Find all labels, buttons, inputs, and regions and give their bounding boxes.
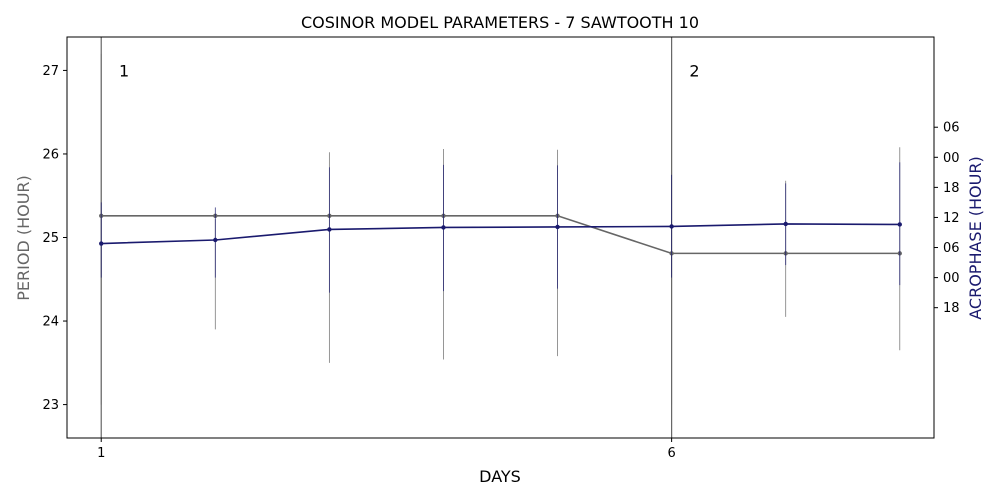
segment-annotation: 1 [119,61,129,80]
acrophase-series-line [101,223,900,245]
x-tick-label: 1 [97,446,105,461]
y-right-tick-label: 12 [943,211,960,226]
y-axis-left-label: PERIOD (HOUR) [14,175,33,301]
y-right-tick-label: 06 [943,121,960,136]
acrophase-point [897,222,902,227]
acrophase-point [213,237,218,243]
chart-title: COSINOR MODEL PARAMETERS - 7 SAWTOOTH 10 [301,13,699,32]
y-right-tick-label: 00 [943,271,960,286]
acrophase-point [99,241,104,246]
acrophase-point [783,221,788,227]
acrophase-point [669,224,674,229]
y-left-tick-label: 26 [42,147,59,162]
y-right-tick-label: 00 [943,151,960,166]
x-tick-label: 6 [667,446,675,461]
acrophase-point [327,227,332,232]
period-series-line [101,214,900,255]
segment-annotation: 2 [689,61,699,80]
y-left-tick-label: 24 [42,315,59,330]
y-right-tick-label: 18 [943,301,960,316]
y-left-tick-label: 23 [42,398,59,413]
y-right-tick-label: 18 [943,181,960,196]
acrophase-point [441,225,446,230]
y-left-tick-label: 25 [42,231,59,246]
y-right-tick-label: 06 [943,241,960,256]
x-axis-label: DAYS [479,467,521,486]
y-axis-right-label: ACROPHASE (HOUR) [966,156,985,319]
acrophase-point [555,224,560,230]
plot-frame [66,36,935,439]
y-left-tick-label: 27 [42,64,59,79]
